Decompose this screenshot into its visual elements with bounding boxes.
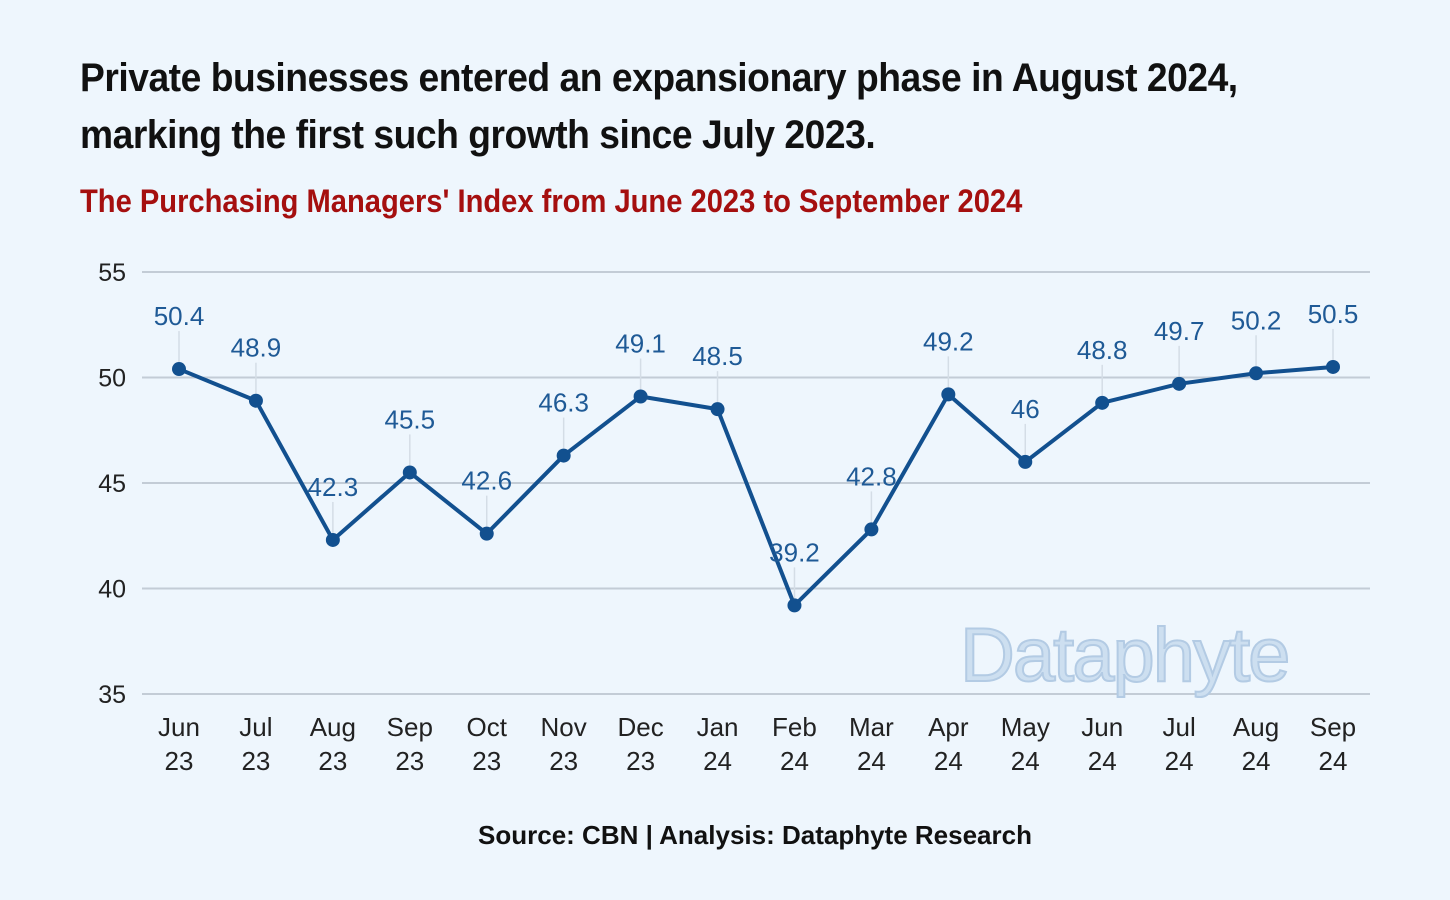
x-tick-label-month: Oct: [467, 712, 508, 742]
data-label: 48.8: [1077, 335, 1128, 365]
x-tick-label-month: Jul: [239, 712, 272, 742]
data-point: [1095, 395, 1110, 410]
y-tick-label: 35: [98, 681, 126, 709]
x-tick-label-year: 23: [241, 746, 270, 776]
data-label: 49.7: [1154, 316, 1205, 346]
x-tick-label-year: 24: [1165, 746, 1194, 776]
x-tick-label-month: Mar: [849, 712, 894, 742]
data-label: 46: [1011, 394, 1040, 424]
data-point: [633, 389, 648, 404]
x-tick-label-year: 23: [165, 746, 194, 776]
x-tick-label-year: 24: [1088, 746, 1117, 776]
data-point: [787, 598, 802, 613]
data-label: 49.2: [923, 326, 974, 356]
data-label: 48.9: [231, 333, 282, 363]
x-tick-label-year: 24: [1319, 746, 1348, 776]
x-tick-label-year: 24: [1011, 746, 1040, 776]
x-tick-label-year: 24: [1242, 746, 1271, 776]
data-label: 42.8: [846, 461, 897, 491]
x-tick-label-month: Jul: [1163, 712, 1196, 742]
y-tick-label: 50: [98, 365, 126, 393]
y-tick-label: 55: [98, 259, 126, 287]
label-leader-lines: [178, 328, 1334, 599]
x-tick-label-month: Jun: [1081, 712, 1123, 742]
data-label: 39.2: [769, 537, 820, 567]
data-point: [941, 387, 956, 402]
data-label: 50.5: [1308, 299, 1359, 329]
data-point: [864, 522, 879, 537]
x-tick-label-month: Apr: [928, 712, 969, 742]
data-point: [172, 362, 186, 377]
data-points: [172, 359, 1340, 613]
dataphyte-watermark-logo: Dataphyte: [959, 612, 1291, 699]
x-tick-label-year: 23: [318, 746, 347, 776]
data-point: [402, 465, 417, 480]
data-point: [556, 448, 571, 463]
x-axis-ticks: Jun 23 Jul 23 Aug 23 Sep 23 Oct 23 Nov 23 Dec 23 Jan 24…: [158, 712, 1356, 776]
data-point: [1249, 366, 1264, 381]
x-tick-label-month: Feb: [772, 712, 817, 742]
x-tick-label-month: Aug: [310, 712, 356, 742]
data-label: 49.1: [615, 328, 666, 358]
x-tick-label-month: Sep: [1310, 712, 1356, 742]
data-point: [1018, 454, 1033, 469]
x-tick-label-year: 23: [395, 746, 424, 776]
x-tick-label-year: 23: [549, 746, 578, 776]
data-label: 46.3: [538, 388, 589, 418]
x-tick-label-month: Aug: [1233, 712, 1279, 742]
data-label: 42.6: [461, 466, 512, 496]
chart-headline: Private businesses entered an expansiona…: [80, 56, 1238, 157]
source-note: Source: CBN | Analysis: Dataphyte Resear…: [478, 820, 1032, 850]
data-point: [710, 402, 725, 417]
x-tick-label-month: May: [1001, 712, 1050, 742]
data-point: [248, 393, 263, 408]
data-label: 50.2: [1231, 305, 1282, 335]
x-tick-label-year: 24: [780, 746, 809, 776]
y-tick-label: 40: [98, 576, 126, 604]
x-tick-label-month: Nov: [541, 712, 587, 742]
grid-lines: [142, 271, 1370, 695]
x-tick-label-year: 24: [857, 746, 886, 776]
x-tick-label-year: 24: [703, 746, 732, 776]
series-pmi: [178, 364, 1334, 608]
x-tick-label-month: Dec: [617, 712, 663, 742]
x-tick-label-month: Jan: [697, 712, 739, 742]
x-tick-label-month: Jun: [158, 712, 200, 742]
data-point: [1326, 359, 1340, 374]
series-line: [178, 364, 1334, 608]
x-tick-label-year: 23: [472, 746, 501, 776]
x-tick-label-year: 23: [626, 746, 655, 776]
data-labels: 50.4 48.9 42.3 45.5 42.6 46.3 49.1 48.5 39.2 42.8…: [154, 299, 1359, 567]
y-axis-ticks: 35 40 45 50 55: [98, 259, 126, 709]
data-point: [325, 532, 340, 547]
data-label: 45.5: [384, 404, 435, 434]
data-point: [479, 526, 494, 541]
data-label: 50.4: [154, 301, 205, 331]
y-tick-label: 45: [98, 470, 126, 498]
data-label: 48.5: [692, 341, 743, 371]
x-tick-label-month: Sep: [387, 712, 433, 742]
data-point: [1172, 376, 1187, 391]
x-tick-label-year: 24: [934, 746, 963, 776]
chart-title: The Purchasing Managers' Index from June…: [80, 183, 1023, 219]
data-label: 42.3: [308, 472, 359, 502]
